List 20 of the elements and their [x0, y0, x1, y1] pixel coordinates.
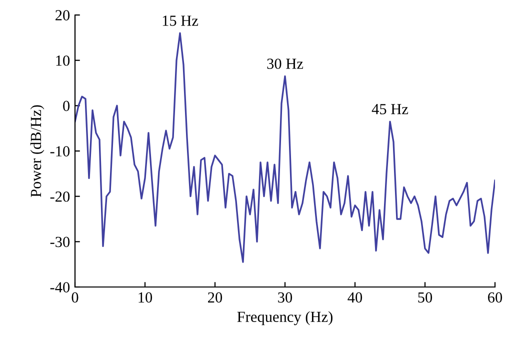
x-tick-label: 30 — [278, 292, 292, 303]
line-series — [75, 32, 495, 263]
x-axis-title: Frequency (Hz) — [237, 311, 332, 326]
x-tick-label: 10 — [138, 292, 152, 303]
x-tick-label: 0 — [72, 292, 78, 303]
y-tick-label: -40 — [50, 282, 70, 292]
y-tick-label: 10 — [56, 55, 70, 66]
annotation: 45 Hz — [372, 104, 408, 114]
x-tick-label: 50 — [418, 292, 432, 303]
x-tick-label: 40 — [348, 292, 362, 303]
annotation: 15 Hz — [162, 16, 198, 26]
annotation: 30 Hz — [267, 58, 304, 69]
y-axis-title: Power (dB/Hz) — [30, 105, 44, 198]
x-tick-label: 20 — [208, 292, 222, 303]
y-tick-label: 20 — [56, 10, 70, 20]
y-tick-label: -10 — [50, 146, 70, 156]
y-tick-label: 0 — [63, 100, 70, 112]
y-tick-label: -20 — [50, 191, 70, 202]
y-tick-label: -30 — [50, 236, 70, 248]
x-tick-label: 60 — [488, 292, 502, 303]
